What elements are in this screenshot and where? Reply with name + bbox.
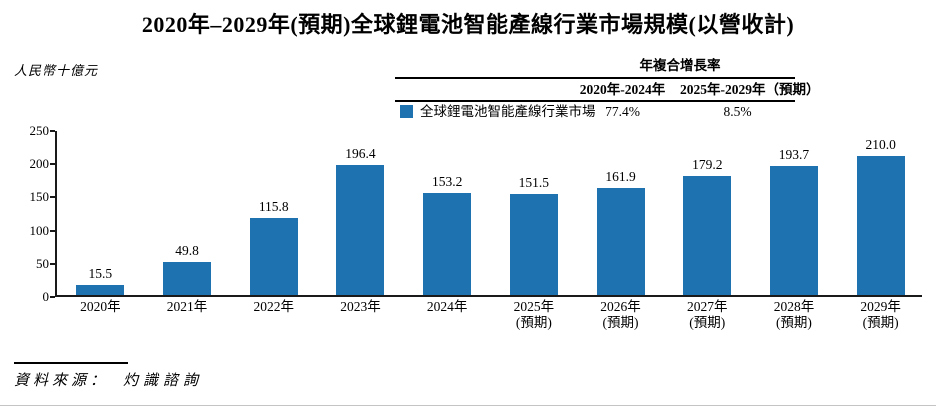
cagr-column-header-2: 2025年-2029年（預期） xyxy=(680,82,820,97)
table-divider-top xyxy=(395,77,795,79)
legend-label: 全球鋰電池智能產線行業市場 xyxy=(420,104,596,119)
bar xyxy=(76,284,125,295)
source-note: 資料來源： 灼識諮詢 xyxy=(14,369,203,390)
cagr-table-title: 年複合增長率 xyxy=(639,58,721,73)
cagr-header-row: 2020年-2024年 2025年-2029年（預期） xyxy=(395,79,820,100)
bar-value-label: 15.5 xyxy=(88,265,113,281)
y-tick-label: 0 xyxy=(42,289,50,304)
bar-value-label: 161.9 xyxy=(605,168,636,184)
page-bottom-border xyxy=(0,405,936,406)
bar-value-label: 196.4 xyxy=(345,145,376,161)
x-tick-label: 2027年 (預期) xyxy=(687,299,728,330)
x-tick-label: 2023年 xyxy=(340,299,381,314)
bar-value-label: 49.8 xyxy=(175,242,199,258)
bar xyxy=(336,164,385,295)
x-tick-label: 2028年 (預期) xyxy=(773,299,815,330)
bar xyxy=(509,194,558,295)
x-tick-label: 2020年 xyxy=(80,299,121,314)
y-tick-mark xyxy=(50,296,55,298)
cagr-legend-row: 全球鋰電池智能產線行業市場 77.4% 8.5% xyxy=(395,102,795,121)
y-tick-mark xyxy=(50,130,55,132)
bar-value-label: 151.5 xyxy=(518,175,550,191)
plot-area: 2020年 2021年 2022年 2023年 2024年 2025年 (預期) 2026年(… xyxy=(30,123,922,330)
bar-value-label: 193.7 xyxy=(778,147,810,163)
bar xyxy=(683,176,732,295)
table-divider-bottom xyxy=(395,100,795,102)
y-tick-label: 200 xyxy=(29,156,50,172)
bar-value-label: 179.2 xyxy=(692,157,723,173)
bar xyxy=(423,193,472,295)
page-title: 2020年–2029年(預期)全球鋰電池智能產線行業市場規模(以營收計) xyxy=(141,12,795,37)
y-tick-label: 50 xyxy=(36,255,49,271)
bar-value-label: 153.2 xyxy=(431,174,463,190)
source-value: 灼識諮詢 xyxy=(123,373,204,389)
y-tick-mark xyxy=(50,262,55,265)
y-tick-mark xyxy=(50,229,55,232)
x-tick-label: 2024年 xyxy=(426,299,468,314)
cagr-value-1: 77.4% xyxy=(605,104,640,119)
y-axis-unit-label: 人民幣十億元 xyxy=(14,63,99,78)
y-tick-label: 250 xyxy=(29,123,50,138)
x-tick-label: 2026年 (預期) xyxy=(600,299,641,330)
source-rule xyxy=(14,362,128,364)
cagr-table: 年複合增長率 2020年-2024年 2025年-2029年（預期） 全球鋰電池… xyxy=(395,57,820,121)
legend-swatch xyxy=(400,105,413,118)
x-axis-labels: 2020年 2021年 2022年 2023年 2024年 2025年 (預期) 2026年(… xyxy=(57,295,922,331)
y-tick-mark xyxy=(50,163,55,166)
bar xyxy=(596,187,645,295)
cagr-column-header-1: 2020年-2024年 xyxy=(579,82,666,97)
y-tick-label: 100 xyxy=(29,222,50,238)
x-tick-label: 2022年 xyxy=(253,299,295,314)
bar xyxy=(163,261,212,295)
y-tick-label: 150 xyxy=(29,189,50,205)
bar-value-label: 210.0 xyxy=(865,136,896,152)
x-tick-label: 2025年 (預期) xyxy=(513,299,555,330)
x-tick-label: 2021年 xyxy=(166,299,208,314)
source-label: 資料來源： xyxy=(14,373,110,389)
x-tick-label: 2029年 (預期) xyxy=(860,299,901,330)
bar xyxy=(249,218,298,295)
y-tick-mark xyxy=(50,196,55,199)
bar-value-label: 115.8 xyxy=(258,199,289,215)
bar xyxy=(856,155,905,295)
bar xyxy=(769,166,818,295)
cagr-value-2: 8.5% xyxy=(723,104,752,119)
